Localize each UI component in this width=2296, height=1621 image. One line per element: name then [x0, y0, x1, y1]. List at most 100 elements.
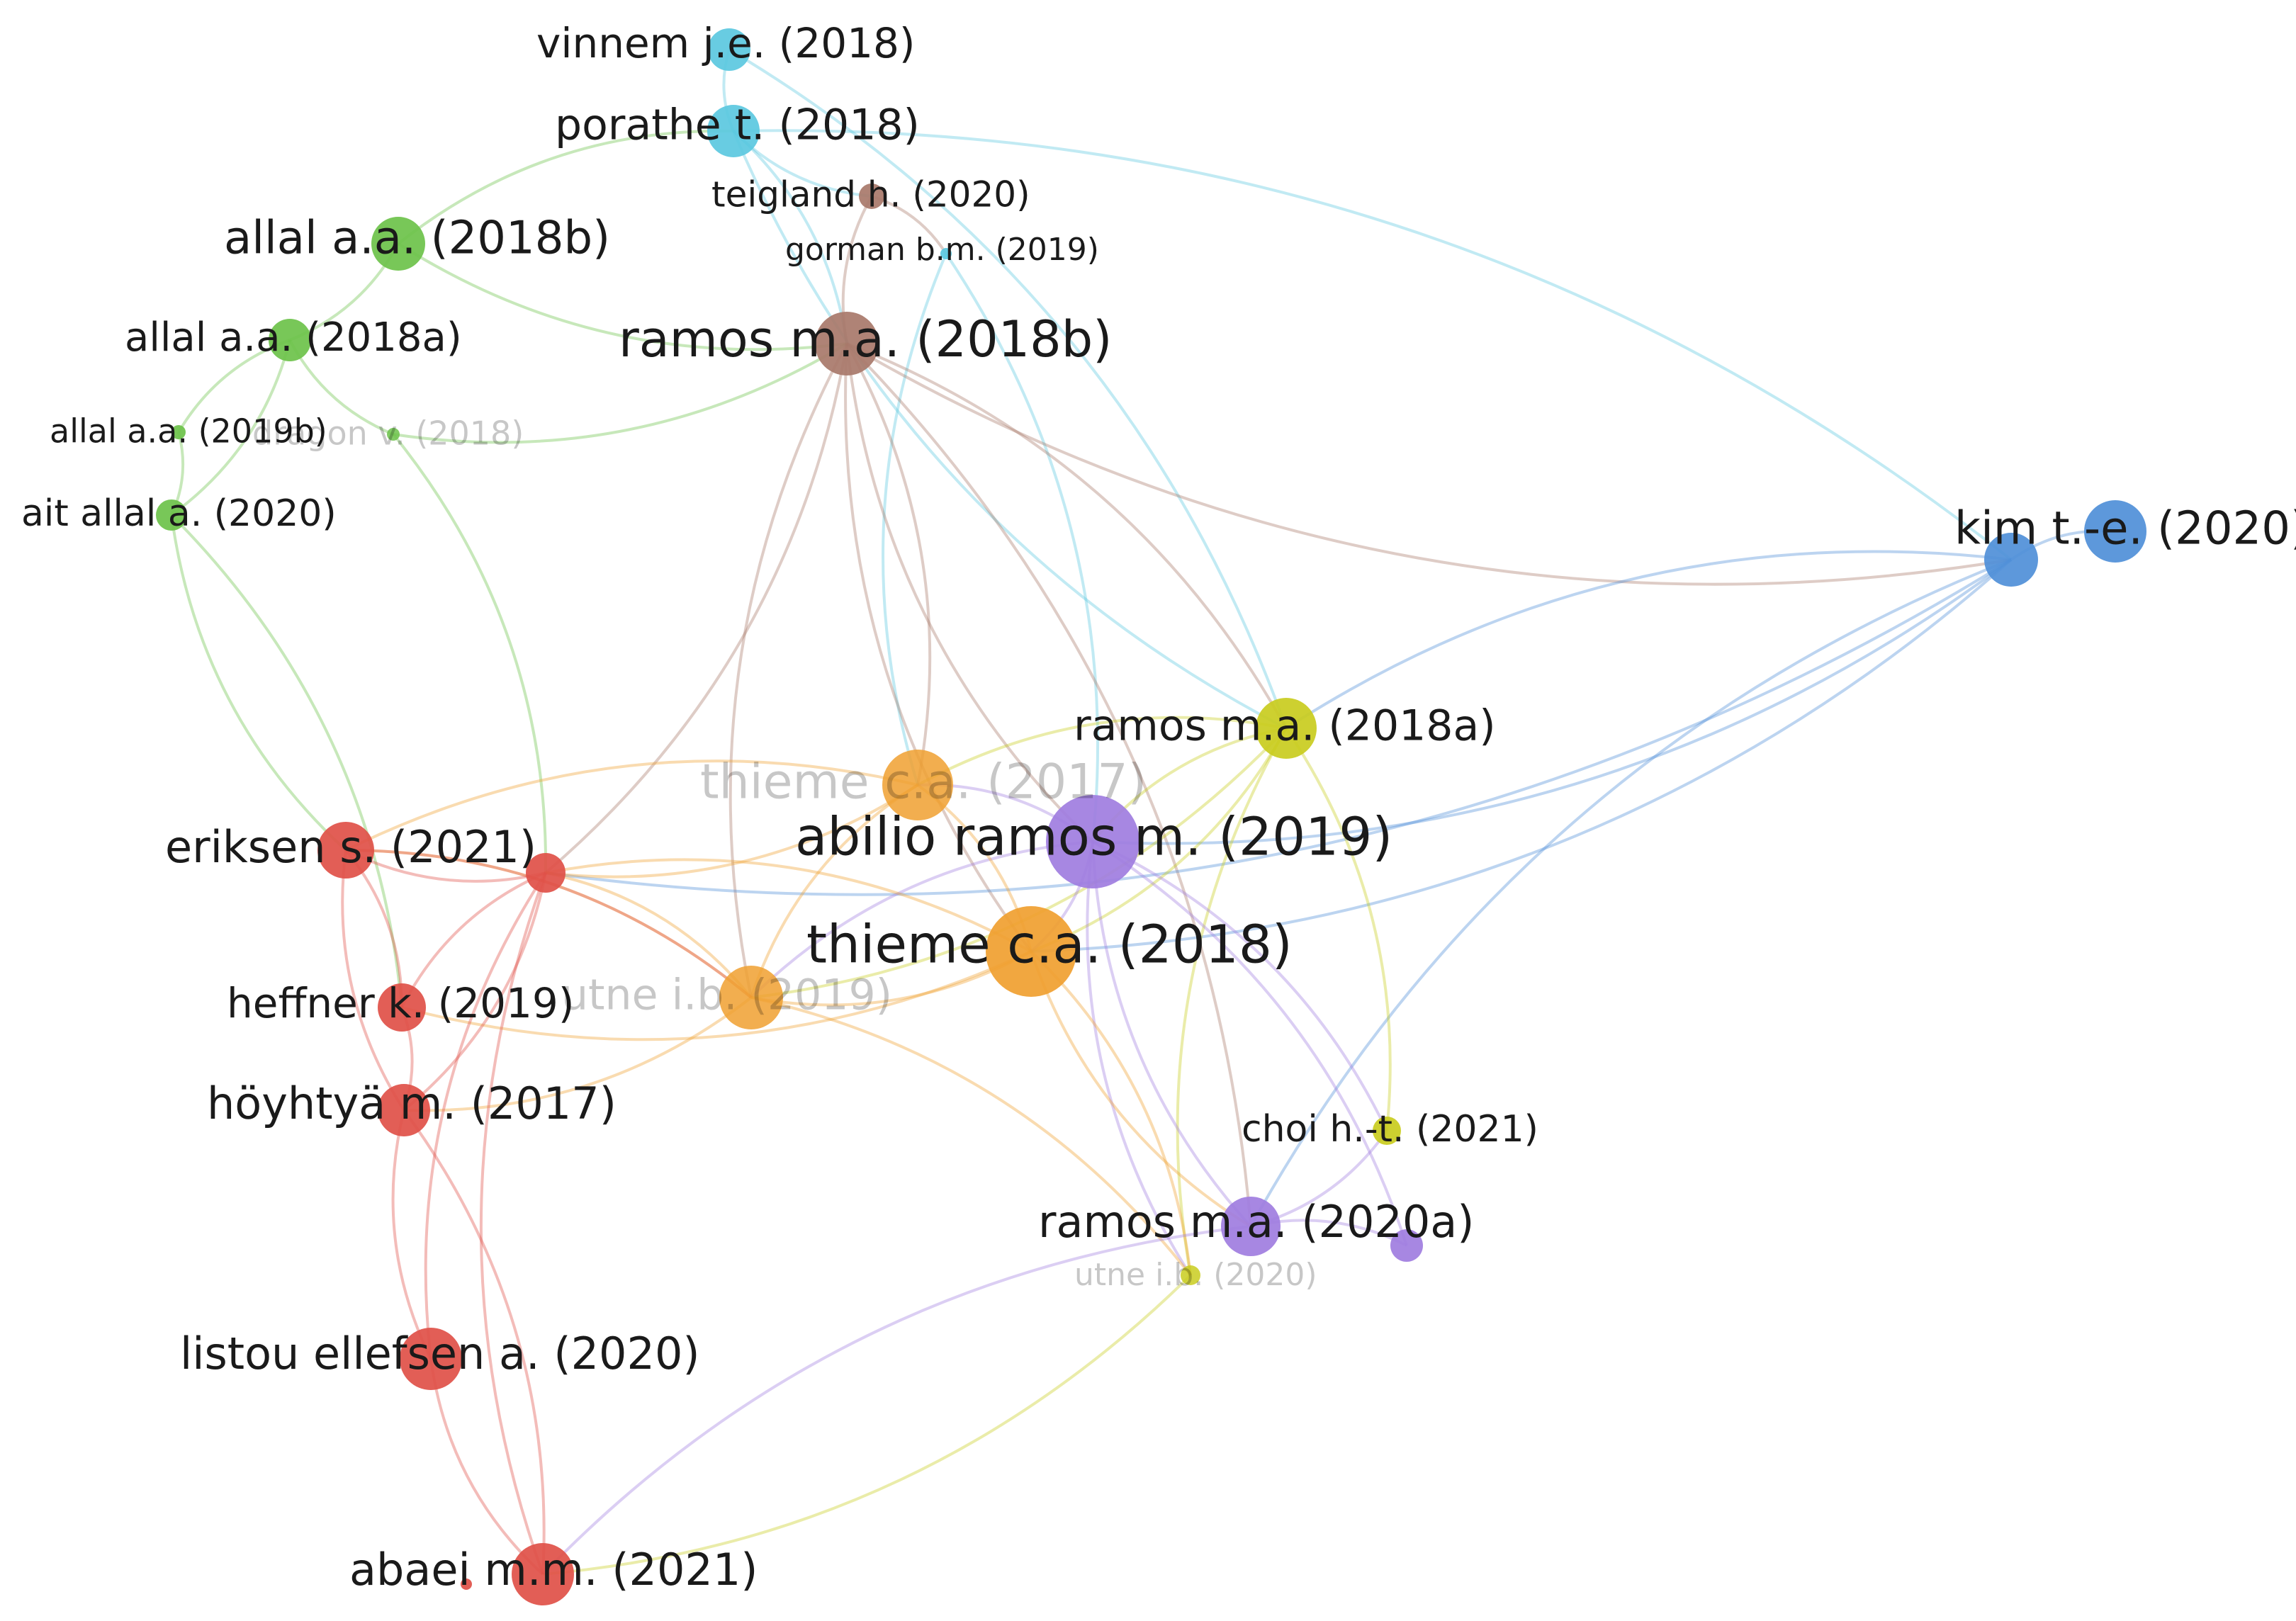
edge-porathe-ramos18b — [732, 130, 848, 344]
edge-ramos18b-ramos20a — [845, 342, 1252, 1227]
edge-eriksen-hoyhtya — [341, 849, 405, 1112]
node-allal18b[interactable] — [371, 217, 425, 271]
edge-allal18b-ramos18b — [397, 242, 848, 351]
node-label-allal19b: allal a.a. (2019b) — [50, 412, 327, 451]
edge-kim2-ramos20a — [1249, 558, 2012, 1227]
edge-ramos18b-ramos18a — [846, 342, 1288, 729]
edge-abilio-utne19 — [750, 840, 1093, 999]
node-label-kim: kim t.-e. (2020) — [1954, 503, 2296, 555]
edge-kim2-red_small — [545, 558, 2013, 896]
node-ramos20a[interactable] — [1221, 1197, 1281, 1256]
node-label-heffner: heffner k. (2019) — [227, 979, 574, 1027]
node-eriksen[interactable] — [317, 822, 374, 879]
edge-ramos18a-thieme18 — [1030, 728, 1288, 953]
node-thieme17[interactable] — [882, 750, 953, 820]
node-allal19b[interactable] — [171, 425, 186, 439]
node-gorman[interactable] — [940, 248, 952, 259]
node-label-ramos20a: ramos m.a. (2020a) — [1038, 1196, 1475, 1248]
edge-utne19-red_small — [545, 871, 753, 999]
network-nodes — [156, 28, 2146, 1605]
node-heffner[interactable] — [378, 983, 426, 1032]
edge-porathe-kim2 — [733, 129, 2013, 561]
edge-utne20-abaei — [542, 1274, 1192, 1576]
edge-aitallal-heffner — [170, 514, 403, 1008]
edge-utne19-hoyhtya — [403, 996, 753, 1112]
edge-ramos20a-abaei — [541, 1225, 1251, 1576]
edge-abaei-red_small — [479, 872, 547, 1575]
node-label-utne19: utne i.b. (2019) — [561, 971, 892, 1020]
node-label-thieme18: thieme c.a. (2018) — [806, 915, 1293, 976]
node-aitallal[interactable] — [156, 499, 187, 531]
edge-allal18a-aitallal — [170, 339, 291, 516]
edge-vinnem-ramos18a — [728, 48, 1288, 729]
node-label-utne20: utne i.b. (2020) — [1074, 1257, 1317, 1293]
node-ramos18b[interactable] — [815, 312, 879, 375]
node-label-listou: listou ellefsen a. (2020) — [180, 1328, 700, 1379]
node-label-dragon: dragon v. (2018) — [252, 414, 524, 453]
node-red_tiny[interactable] — [461, 1578, 472, 1590]
network-edges — [170, 48, 2116, 1576]
edge-ramos18b-thieme17 — [845, 343, 932, 786]
edge-thieme17-red_small — [545, 784, 919, 879]
edge-listou-abaei — [429, 1358, 544, 1576]
node-label-vinnem: vinnem j.e. (2018) — [536, 19, 916, 67]
edge-utne19-utne20 — [750, 996, 1192, 1277]
node-label-porathe: porathe t. (2018) — [555, 101, 920, 150]
edge-hoyhtya-abaei — [403, 1109, 546, 1575]
node-utne20[interactable] — [1181, 1265, 1200, 1285]
edge-ramos18a-choi — [1285, 727, 1392, 1131]
node-purple_small[interactable] — [1390, 1229, 1423, 1262]
node-listou[interactable] — [400, 1328, 462, 1390]
edge-thieme17-utne19 — [750, 784, 919, 998]
node-label-thieme17: thieme c.a. (2017) — [700, 755, 1147, 810]
node-choi[interactable] — [1373, 1117, 1401, 1145]
node-hoyhtya[interactable] — [378, 1084, 430, 1136]
node-label-ramos18a: ramos m.a. (2018a) — [1074, 701, 1496, 751]
node-ramos18a[interactable] — [1256, 698, 1317, 759]
edge-gorman-abilio — [945, 252, 1099, 842]
node-kim[interactable] — [2084, 500, 2146, 563]
node-porathe[interactable] — [707, 105, 760, 157]
node-label-abaei: abaei m.m. (2021) — [349, 1544, 758, 1595]
node-label-ramos18b: ramos m.a. (2018b) — [619, 310, 1112, 368]
node-label-hoyhtya: höyhtyä m. (2017) — [207, 1078, 617, 1129]
node-label-eriksen: eriksen s. (2021) — [165, 821, 536, 873]
edge-kim2-abilio — [1092, 558, 2013, 845]
node-thieme18[interactable] — [986, 906, 1076, 997]
edge-thieme17-eriksen — [345, 759, 918, 852]
node-abilio[interactable] — [1046, 795, 1139, 888]
edge-kim2-thieme18 — [1030, 558, 2013, 953]
node-allal18a[interactable] — [269, 319, 311, 361]
edge-aitallal-eriksen — [170, 514, 347, 852]
node-label-allal18a: allal a.a. (2018a) — [125, 315, 462, 361]
node-abaei[interactable] — [512, 1543, 574, 1605]
node-label-choi: choi h.-t. (2021) — [1242, 1108, 1538, 1151]
edge-dragon-red_small — [392, 433, 548, 874]
node-dragon[interactable] — [387, 428, 400, 441]
edge-allal18b-porathe — [397, 129, 734, 245]
node-utne19[interactable] — [719, 966, 783, 1029]
edge-ramos18b-red_small — [544, 343, 848, 874]
edge-ramos18b-thieme18 — [844, 343, 1032, 953]
node-label-gorman: gorman b.m. (2019) — [785, 232, 1099, 268]
node-teigland[interactable] — [859, 183, 884, 209]
edge-dragon-ramos18b — [393, 342, 848, 444]
edge-abilio-utne20 — [1086, 841, 1192, 1277]
edge-porathe-ramos18a — [732, 130, 1287, 730]
edge-thieme18-ramos20a — [1030, 951, 1252, 1228]
edge-kim2-ramos18a — [1285, 550, 2012, 730]
edge-gorman-thieme17 — [882, 253, 947, 786]
node-red_small[interactable] — [526, 853, 565, 893]
node-kim2[interactable] — [1984, 533, 2038, 587]
edge-red_small-hoyhtya — [403, 872, 547, 1112]
edge-hoyhtya-listou — [391, 1109, 432, 1360]
edge-ramos18a-thieme17 — [917, 716, 1287, 786]
edge-thieme18-heffner — [401, 950, 1032, 1041]
node-label-aitallal: ait allal a. (2020) — [21, 492, 337, 535]
edge-red_small-heffner — [400, 871, 546, 1008]
edge-thieme18-red_small — [545, 858, 1032, 953]
edge-abilio-ramos20a — [1091, 841, 1252, 1228]
node-vinnem[interactable] — [708, 28, 750, 71]
edge-eriksen-utne19 — [345, 849, 753, 999]
